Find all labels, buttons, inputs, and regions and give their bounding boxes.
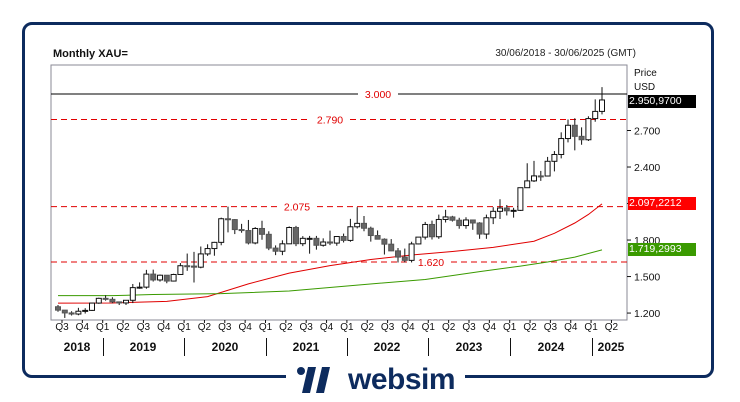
- x-year-label: 2020: [211, 340, 239, 354]
- x-year-label: 2021: [292, 340, 320, 354]
- x-year-label: 2018: [63, 340, 91, 354]
- year-separator: [266, 338, 267, 356]
- x-quarter-label: Q2: [279, 322, 293, 333]
- year-separator: [510, 338, 511, 356]
- x-quarter-label: Q3: [218, 322, 232, 333]
- x-quarter-label: Q4: [157, 322, 171, 333]
- year-separator: [428, 338, 429, 356]
- x-quarter-label: Q3: [462, 322, 476, 333]
- ma-green-badge: 1.719,2993: [628, 243, 696, 256]
- x-quarter-label: Q3: [543, 322, 558, 333]
- svg-text:1.620: 1.620: [418, 257, 444, 269]
- x-quarter-label: Q1: [340, 322, 354, 333]
- websim-logo: websim: [286, 362, 466, 398]
- chart-title: Monthly XAU=: [53, 48, 128, 60]
- websim-mark-icon: [297, 367, 330, 393]
- x-quarter-label: Q2: [360, 322, 374, 333]
- axis-unit-price: Price: [634, 68, 657, 79]
- x-quarter-label: Q4: [482, 322, 497, 333]
- x-quarter-label: Q3: [299, 322, 313, 333]
- x-quarter-label: Q4: [401, 322, 415, 333]
- x-year-label: 2024: [537, 340, 565, 354]
- date-range: 30/06/2018 - 30/06/2025 (GMT): [495, 48, 636, 59]
- x-quarter-label: Q2: [604, 322, 619, 333]
- x-quarter-label: Q4: [564, 322, 578, 333]
- x-year-label: 2025: [597, 340, 625, 354]
- x-quarter-label: Q1: [96, 322, 110, 333]
- year-separator: [592, 338, 593, 356]
- axis-unit-currency: USD: [634, 82, 656, 93]
- svg-text:3.000: 3.000: [365, 89, 391, 101]
- year-separator: [103, 338, 104, 356]
- x-year-label: 2019: [129, 340, 157, 354]
- svg-text:1.500: 1.500: [634, 272, 660, 284]
- x-year-label: 2022: [373, 340, 401, 354]
- year-separator: [347, 338, 348, 356]
- year-separator: [184, 338, 185, 356]
- x-quarter-label: Q2: [441, 322, 456, 333]
- x-quarter-label: Q1: [421, 322, 435, 333]
- x-quarter-label: Q3: [380, 322, 395, 333]
- x-year-label: 2023: [455, 340, 483, 354]
- svg-text:2.700: 2.700: [634, 126, 660, 138]
- ma-red-badge: 2.097,2212: [628, 197, 696, 210]
- x-quarter-label: Q2: [523, 322, 537, 333]
- x-quarter-label: Q1: [584, 322, 598, 333]
- x-quarter-label: Q1: [258, 322, 273, 333]
- svg-text:1.200: 1.200: [634, 308, 660, 320]
- x-quarter-label: Q3: [136, 322, 151, 333]
- svg-text:2.075: 2.075: [284, 202, 310, 214]
- svg-text:2.400: 2.400: [634, 162, 660, 174]
- x-quarter-label: Q1: [177, 322, 191, 333]
- svg-text:2.790: 2.790: [317, 115, 343, 127]
- x-quarter-label: Q4: [319, 322, 334, 333]
- x-quarter-label: Q1: [503, 322, 517, 333]
- websim-logo-text: websim: [348, 363, 456, 396]
- x-quarter-label: Q4: [75, 322, 90, 333]
- x-quarter-label: Q2: [197, 322, 212, 333]
- x-quarter-label: Q2: [116, 322, 130, 333]
- x-quarter-label: Q3: [55, 322, 69, 333]
- last-price-badge: 2.950,9700: [628, 95, 696, 108]
- x-quarter-label: Q4: [238, 322, 252, 333]
